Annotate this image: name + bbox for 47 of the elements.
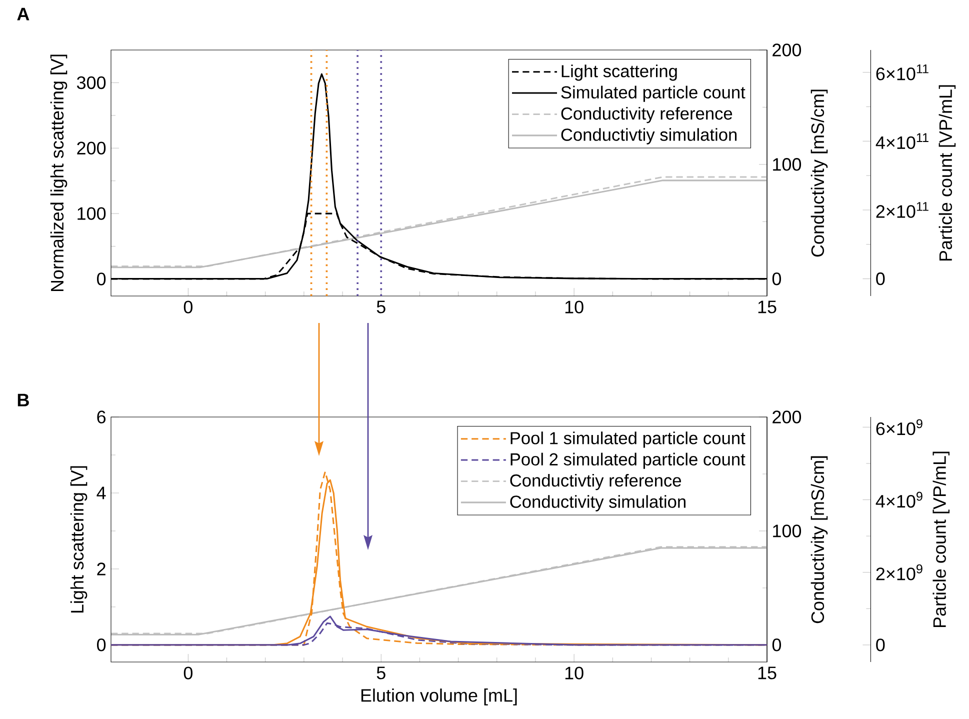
y3-tick-label: 0	[876, 272, 885, 286]
y3-tick-label: 2×10$^{11}$	[876, 202, 928, 218]
y3-tick-label: 2×10$^{9}$	[876, 564, 922, 580]
y2-tick-label: 0	[772, 638, 782, 652]
x-tick-label: 15	[758, 300, 776, 314]
y-tick-label: 6	[97, 410, 106, 424]
y2-tick-label: 200	[772, 410, 802, 424]
y3-tick-label: 6×10$^{11}$	[876, 64, 928, 80]
legend-label: Conductivtiy reference	[510, 474, 682, 490]
chart-title: A	[17, 8, 30, 20]
legend-label: Pool 2 simulated particle count	[510, 452, 746, 469]
y-axis-title: Light scattering [V]	[70, 466, 88, 613]
y-tick-label: 200	[77, 142, 106, 154]
legend-label: Conductivity simulation	[510, 495, 686, 512]
y2-tick-label: 100	[773, 524, 802, 538]
y3-tick-label: 4×10$^{11}$	[876, 133, 928, 150]
y3-tick-label: 0	[876, 638, 885, 652]
legend-label: Simulated particle count	[561, 86, 746, 102]
y2-tick-label: 200	[772, 44, 802, 56]
y-tick-label: 300	[76, 76, 106, 90]
x-tick-label: 10	[565, 666, 584, 680]
legend-label: Conductivity reference	[561, 106, 732, 124]
y-tick-label: 0	[97, 638, 106, 652]
x-tick-label: 5	[376, 300, 386, 314]
x-tick-label: 0	[184, 300, 192, 314]
y-tick-label: 0	[97, 272, 106, 286]
y3-tick-label: 6×10$^{9}$	[876, 419, 922, 436]
x-tick-label: 15	[758, 666, 776, 680]
y-tick-label: 4	[96, 486, 106, 500]
y3-tick-label: 4×10$^{9}$	[876, 492, 922, 508]
y2-tick-label: 100	[773, 158, 802, 171]
x-tick-label: 0	[184, 666, 192, 680]
legend-label: Light scattering	[562, 64, 677, 81]
y3-axis-title: Particle count [VP/mL]	[932, 452, 950, 628]
y3-axis-title: Particle count [VP/mL]	[938, 85, 956, 261]
legend-label: Pool 1 simulated particle count	[510, 432, 746, 448]
x-tick-label: 10	[565, 300, 584, 314]
y-axis-title: Normalized light scattering [V]	[50, 54, 68, 292]
y2-axis-title: Conductivity [mS/cm]	[810, 456, 828, 624]
chart-title: B	[18, 394, 29, 406]
y2-axis-title: Conductivity [mS/cm]	[810, 90, 828, 257]
legend-label: Conductivtiy simulation	[561, 128, 737, 144]
x-axis-title: Elution volume [mL]	[361, 688, 517, 706]
y2-tick-label: 0	[772, 272, 782, 286]
x-tick-label: 5	[376, 666, 386, 680]
y-tick-label: 100	[78, 207, 106, 220]
y-tick-label: 2	[97, 562, 106, 576]
